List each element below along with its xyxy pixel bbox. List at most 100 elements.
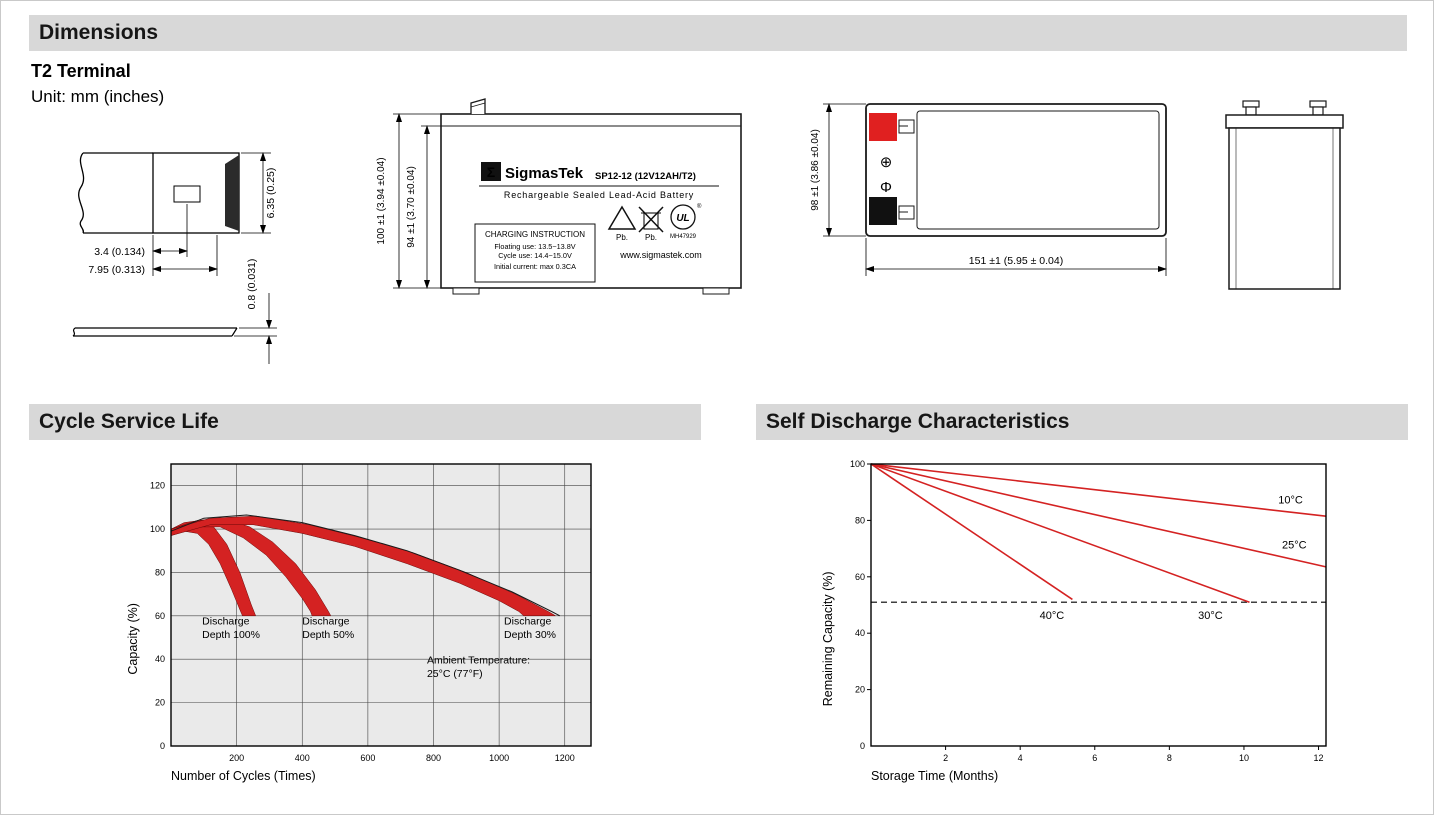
y-tick-label: 20 — [855, 685, 865, 695]
annotation: Discharge — [504, 616, 551, 628]
terminal-bend-shaded — [225, 155, 239, 231]
annotation: Discharge — [202, 616, 249, 628]
annotation: Depth 100% — [202, 629, 260, 641]
top-view-case — [865, 103, 1167, 237]
battery-type-text: Rechargeable Sealed Lead-Acid Battery — [504, 190, 694, 200]
y-tick-label: 40 — [155, 654, 165, 664]
plot-frame — [170, 463, 592, 747]
logo-glyph: Σ — [487, 164, 495, 180]
dim-length-label: 7.95 (0.313) — [88, 264, 145, 276]
positive-terminal — [869, 113, 897, 141]
discharge-depth-30-band — [170, 515, 557, 617]
charging-title: CHARGING INSTRUCTION — [485, 230, 585, 239]
terminal-tab-slant — [470, 102, 486, 108]
brand-text: SigmasTek — [505, 165, 584, 182]
series-line — [870, 463, 1327, 517]
x-tick-label: 6 — [1092, 753, 1097, 763]
terminal-type-title: T2 Terminal — [31, 61, 131, 81]
plate-outline — [78, 152, 153, 234]
dim-width-label: 6.35 (0.25) — [265, 168, 277, 219]
pb-recycle-icon: Pb. — [607, 205, 637, 242]
terminal-tab — [470, 98, 486, 114]
y-tick-label: 0 — [860, 741, 865, 751]
y-axis-label: Remaining Capacity (%) — [821, 571, 835, 706]
y-tick-label: 120 — [150, 481, 165, 491]
website-text: www.sigmastek.com — [619, 250, 702, 260]
x-axis-label: Storage Time (Months) — [871, 769, 998, 783]
top-view-lid-seam — [916, 110, 1160, 230]
battery-foot — [452, 287, 480, 295]
strip-outline — [72, 327, 238, 337]
model-text: SP12-12 (12V12AH/T2) — [595, 171, 696, 182]
end-body — [1228, 127, 1341, 290]
battery-front-view: 100 ±1 (3.94 ±0.04) 94 ±1 (3.70 ±0.04) Σ… — [376, 98, 742, 295]
charging-instruction-box — [474, 223, 596, 283]
x-axis-label: Number of Cycles (Times) — [171, 769, 316, 783]
battery-end-view — [1225, 100, 1344, 290]
phi-terminal-symbol: Φ — [880, 179, 892, 196]
plus-terminal-symbol: ⊕ — [880, 154, 893, 171]
pb-trash-crossed-icon: Pb. — [638, 206, 664, 242]
t2-terminal-drawing: 6.35 (0.25) 3.4 (0.134) 7.95 (0.313) 0.8… — [72, 152, 277, 364]
annotation: Depth 50% — [302, 629, 354, 641]
y-tick-label: 80 — [855, 515, 865, 525]
y-tick-label: 100 — [850, 459, 865, 469]
y-tick-label: 60 — [855, 572, 865, 582]
x-tick-label: 4 — [1018, 753, 1023, 763]
section-banner-cycle-service-life: Cycle Service Life — [29, 404, 701, 440]
y-tick-label: 80 — [155, 567, 165, 577]
y-tick-label: 40 — [855, 628, 865, 638]
y-tick-label: 100 — [150, 524, 165, 534]
dim-hole-label: 3.4 (0.134) — [94, 246, 145, 258]
series-line — [870, 463, 1327, 568]
x-tick-label: 600 — [360, 753, 375, 763]
dim-thickness-label: 0.8 (0.031) — [246, 259, 258, 310]
logo-box — [481, 162, 501, 181]
battery-foot — [702, 287, 730, 295]
svg-text:UL: UL — [676, 213, 689, 224]
x-tick-label: 1000 — [489, 753, 509, 763]
self-discharge-chart: 10°C 25°C 30°C 40°C 2 4 6 8 10 12 0 20 40 60 80 100 Stor… — [821, 459, 1327, 783]
section-banner-self-discharge: Self Discharge Characteristics — [756, 404, 1408, 440]
charging-line: Floating use: 13.5~13.8V — [494, 242, 575, 251]
positive-connector-clip — [898, 119, 915, 134]
unit-label: Unit: mm (inches) — [31, 87, 165, 106]
series-label: 25°C — [1282, 540, 1307, 552]
battery-case — [440, 113, 742, 289]
x-tick-label: 800 — [426, 753, 441, 763]
series-line — [870, 463, 1073, 601]
y-tick-label: 60 — [155, 611, 165, 621]
series-label: 40°C — [1040, 610, 1065, 622]
cycle-service-life-chart: 200 400 600 800 1000 1200 0 20 40 60 80 100 120 Numbe… — [126, 463, 592, 783]
svg-text:Pb.: Pb. — [645, 233, 657, 242]
dim-total-height-label: 100 ±1 (3.94 ±0.04) — [376, 157, 387, 244]
dim-depth-label: 98 ±1 (3.86 ±0.04) — [810, 129, 821, 211]
y-tick-label: 20 — [155, 698, 165, 708]
end-lid — [1225, 114, 1344, 129]
y-tick-label: 0 — [160, 741, 165, 751]
x-tick-label: 8 — [1167, 753, 1172, 763]
end-terminal-left — [1242, 100, 1260, 116]
end-terminal-right — [1309, 100, 1327, 116]
x-tick-label: 10 — [1239, 753, 1249, 763]
annotation: 25°C (77°F) — [427, 668, 483, 680]
negative-terminal — [869, 197, 897, 225]
section-banner-dimensions: Dimensions — [29, 15, 1407, 51]
series-line — [870, 463, 1250, 603]
dim-body-height-label: 94 ±1 (3.70 ±0.04) — [406, 166, 417, 248]
charging-line: Initial current: max 0.3CA — [494, 262, 576, 271]
x-tick-label: 200 — [229, 753, 244, 763]
series-label: 30°C — [1198, 610, 1223, 622]
plot-frame — [870, 463, 1327, 747]
y-axis-label: Capacity (%) — [126, 603, 140, 675]
x-tick-label: 2 — [943, 753, 948, 763]
annotation: Discharge — [302, 616, 349, 628]
negative-connector-clip — [898, 205, 915, 220]
ul-certification-icon: UL ® MH47929 — [670, 203, 702, 240]
envelope-line — [170, 514, 561, 617]
x-tick-label: 12 — [1314, 753, 1324, 763]
svg-text:Pb.: Pb. — [616, 233, 628, 242]
annotation: Ambient Temperature: — [427, 655, 530, 667]
dim-width-label: 151 ±1 (5.95 ± 0.04) — [969, 255, 1063, 267]
x-tick-label: 1200 — [555, 753, 575, 763]
